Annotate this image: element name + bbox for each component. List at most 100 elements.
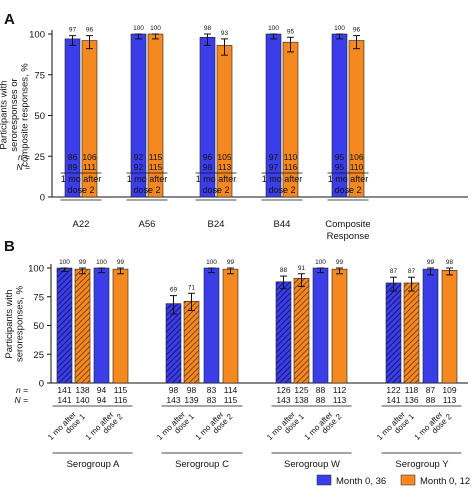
value-label: 100 <box>59 259 70 266</box>
value-label: 100 <box>334 25 345 32</box>
N-count: 97 <box>269 162 279 172</box>
y-tick-label: 100 <box>28 264 44 275</box>
N-count: 88 <box>316 395 326 405</box>
group-label: B24 <box>208 219 225 230</box>
timepoint-label: dose 2 <box>202 185 229 195</box>
y-axis-title-line: composite responses, % <box>20 63 31 167</box>
n-count: 88 <box>316 385 326 395</box>
N-count: 116 <box>284 162 298 172</box>
n-count: 115 <box>114 385 128 395</box>
n-count: 95 <box>335 152 345 162</box>
value-label: 95 <box>287 28 295 35</box>
value-label: 71 <box>188 284 196 291</box>
N-row-label: N = <box>17 162 31 172</box>
n-count: 94 <box>97 385 107 395</box>
group-label: Serogroup W <box>284 459 340 470</box>
n-count: 114 <box>224 385 238 395</box>
value-label: 99 <box>117 259 125 266</box>
value-label: 100 <box>315 259 326 266</box>
n-count: 106 <box>82 152 96 162</box>
value-label: 100 <box>150 25 161 32</box>
n-count: 87 <box>426 385 436 395</box>
value-label: 93 <box>221 30 229 37</box>
bar <box>403 282 420 384</box>
N-count: 140 <box>75 395 89 405</box>
n-count: 105 <box>217 152 231 162</box>
bar <box>56 267 73 384</box>
group-label: Composite <box>325 219 370 230</box>
value-label: 69 <box>170 287 178 294</box>
N-count: 143 <box>276 395 290 405</box>
n-count: 86 <box>68 152 78 162</box>
value-label: 91 <box>298 265 306 272</box>
value-label: 99 <box>227 259 235 266</box>
value-label: 97 <box>69 27 77 34</box>
group-label: Serogroup A <box>67 459 120 470</box>
N-count: 83 <box>207 395 217 405</box>
bar <box>112 268 129 384</box>
n-count: 115 <box>149 152 163 162</box>
n-count: 125 <box>294 385 308 395</box>
y-tick-label: 25 <box>34 152 45 163</box>
n-row-label: n = <box>16 385 28 395</box>
bar <box>130 33 147 198</box>
value-label: 100 <box>206 259 217 266</box>
value-label: 100 <box>268 25 279 32</box>
bar <box>293 278 310 384</box>
bar <box>183 301 200 384</box>
group-label: Serogroup C <box>175 459 229 470</box>
timepoint-label: 1 mo after <box>61 174 102 184</box>
bar <box>165 303 182 384</box>
group-label: A56 <box>139 219 156 230</box>
n-count: 97 <box>269 152 279 162</box>
bar <box>331 268 348 384</box>
y-tick-label: 50 <box>33 321 44 332</box>
N-count: 115 <box>224 395 238 405</box>
timepoint-label: dose 2 <box>334 185 361 195</box>
N-count: 98 <box>203 162 213 172</box>
N-count: 139 <box>184 395 198 405</box>
timepoint-label: 1 mo after <box>196 174 237 184</box>
timepoint-label: dose 2 <box>133 185 160 195</box>
N-count: 95 <box>335 162 345 172</box>
y-axis-title-line: Participants with <box>0 80 10 149</box>
n-count: 110 <box>284 152 298 162</box>
y-tick-label: 75 <box>34 70 45 81</box>
N-count: 141 <box>57 395 71 405</box>
legend-swatch <box>316 474 332 486</box>
y-tick-label: 25 <box>33 350 44 361</box>
bar <box>203 267 220 384</box>
value-label: 100 <box>96 259 107 266</box>
n-count: 126 <box>276 385 290 395</box>
value-label: 98 <box>446 259 454 266</box>
value-label: 98 <box>204 25 212 32</box>
legend-swatch <box>400 474 416 486</box>
timepoint-label: 1 mo after <box>262 174 303 184</box>
panel-label: A <box>4 11 15 28</box>
n-count: 106 <box>349 152 363 162</box>
N-count: 111 <box>83 162 96 172</box>
n-count: 83 <box>207 385 217 395</box>
bar <box>441 269 458 384</box>
y-axis-title-line: seroresponses, % <box>14 285 25 362</box>
value-label: 100 <box>133 25 144 32</box>
N-count: 94 <box>97 395 107 405</box>
y-tick-label: 0 <box>39 379 44 390</box>
group-label: A22 <box>73 219 90 230</box>
bar <box>312 267 329 384</box>
bar <box>422 268 439 384</box>
N-count: 113 <box>333 395 347 405</box>
N-row-label: N = <box>15 395 29 405</box>
N-count: 141 <box>386 395 400 405</box>
N-count: 88 <box>426 395 436 405</box>
N-count: 113 <box>218 162 232 172</box>
n-count: 118 <box>405 385 419 395</box>
n-count: 96 <box>203 152 213 162</box>
y-axis-title-line: Participants with <box>4 289 15 358</box>
value-label: 96 <box>353 27 361 34</box>
N-count: 143 <box>166 395 180 405</box>
bar <box>74 268 91 384</box>
value-label: 96 <box>86 27 94 34</box>
n-count: 98 <box>187 385 197 395</box>
bar <box>331 33 348 198</box>
